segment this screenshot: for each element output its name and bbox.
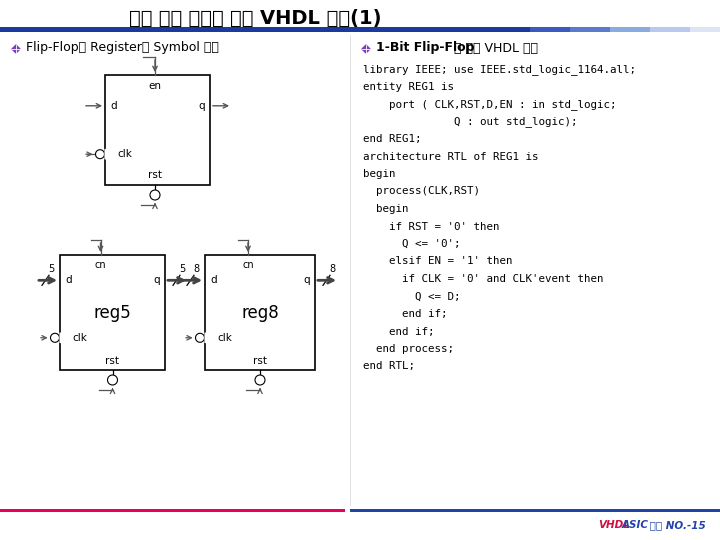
Text: reg8: reg8 bbox=[241, 303, 279, 321]
Text: if CLK = '0' and CLK'event then: if CLK = '0' and CLK'event then bbox=[363, 274, 603, 284]
Circle shape bbox=[196, 333, 204, 342]
Text: if RST = '0' then: if RST = '0' then bbox=[363, 221, 500, 232]
Bar bbox=[570, 27, 610, 32]
Text: end process;: end process; bbox=[363, 344, 454, 354]
Text: Q <= D;: Q <= D; bbox=[363, 292, 461, 301]
Polygon shape bbox=[60, 333, 68, 343]
Polygon shape bbox=[205, 333, 213, 343]
Bar bbox=[350, 509, 720, 512]
Text: begin: begin bbox=[363, 204, 408, 214]
Text: d: d bbox=[210, 275, 217, 285]
Text: en: en bbox=[148, 81, 161, 91]
Text: end if;: end if; bbox=[363, 327, 434, 336]
Text: 1-Bit Flip-Flop: 1-Bit Flip-Flop bbox=[376, 42, 474, 55]
Circle shape bbox=[150, 190, 160, 200]
Text: Q : out std_logic);: Q : out std_logic); bbox=[363, 117, 577, 127]
Text: rst: rst bbox=[106, 356, 120, 366]
Bar bbox=[610, 27, 650, 32]
Text: library IEEE; use IEEE.std_logic_1164.all;: library IEEE; use IEEE.std_logic_1164.al… bbox=[363, 64, 636, 75]
Bar bbox=[105, 75, 210, 185]
Text: 순서 논리 회로에 대한: 순서 논리 회로에 대한 bbox=[130, 9, 260, 28]
Bar bbox=[650, 27, 690, 32]
Text: rst: rst bbox=[253, 356, 267, 366]
Text: elsif EN = '1' then: elsif EN = '1' then bbox=[363, 256, 513, 267]
Bar bbox=[60, 255, 165, 370]
Text: 에 대한 VHDL 표현: 에 대한 VHDL 표현 bbox=[454, 42, 538, 55]
Text: 8: 8 bbox=[329, 264, 335, 274]
Text: end RTL;: end RTL; bbox=[363, 361, 415, 372]
Bar bbox=[0, 27, 480, 32]
Text: VHDL: VHDL bbox=[598, 520, 630, 530]
Text: cn: cn bbox=[242, 260, 254, 270]
Text: process(CLK,RST): process(CLK,RST) bbox=[363, 186, 480, 197]
Circle shape bbox=[107, 375, 117, 385]
Text: Q <= '0';: Q <= '0'; bbox=[363, 239, 461, 249]
Text: 5: 5 bbox=[179, 264, 185, 274]
Text: end REG1;: end REG1; bbox=[363, 134, 421, 144]
Text: 8: 8 bbox=[193, 264, 199, 274]
Bar bbox=[205, 255, 315, 370]
Text: clk: clk bbox=[117, 149, 132, 159]
Bar bbox=[690, 27, 720, 32]
Text: port ( CLK,RST,D,EN : in std_logic;: port ( CLK,RST,D,EN : in std_logic; bbox=[363, 99, 616, 110]
Text: ASIC: ASIC bbox=[622, 520, 649, 530]
Text: d: d bbox=[65, 275, 71, 285]
Text: 설계 NO.-15: 설계 NO.-15 bbox=[646, 520, 706, 530]
Circle shape bbox=[96, 150, 104, 159]
Text: q: q bbox=[153, 275, 160, 285]
Text: cn: cn bbox=[95, 260, 107, 270]
Text: clk: clk bbox=[72, 333, 87, 343]
Polygon shape bbox=[105, 149, 113, 159]
Text: rst: rst bbox=[148, 170, 162, 180]
Text: clk: clk bbox=[217, 333, 232, 343]
Circle shape bbox=[50, 333, 60, 342]
Text: q: q bbox=[199, 101, 205, 111]
Polygon shape bbox=[12, 45, 20, 53]
Text: q: q bbox=[303, 275, 310, 285]
Text: VHDL 설계(1): VHDL 설계(1) bbox=[260, 9, 382, 28]
Text: end if;: end if; bbox=[363, 309, 448, 319]
Text: entity REG1 is: entity REG1 is bbox=[363, 82, 454, 91]
Text: d: d bbox=[110, 101, 117, 111]
Text: architecture RTL of REG1 is: architecture RTL of REG1 is bbox=[363, 152, 539, 161]
Text: Flip-Flop과 Register의 Symbol 정의: Flip-Flop과 Register의 Symbol 정의 bbox=[26, 42, 219, 55]
Text: 5: 5 bbox=[48, 264, 54, 274]
Circle shape bbox=[255, 375, 265, 385]
Text: reg5: reg5 bbox=[94, 303, 131, 321]
Polygon shape bbox=[362, 45, 370, 53]
Bar bbox=[480, 27, 530, 32]
Text: begin: begin bbox=[363, 169, 395, 179]
Bar bbox=[0, 509, 345, 512]
Bar bbox=[530, 27, 570, 32]
